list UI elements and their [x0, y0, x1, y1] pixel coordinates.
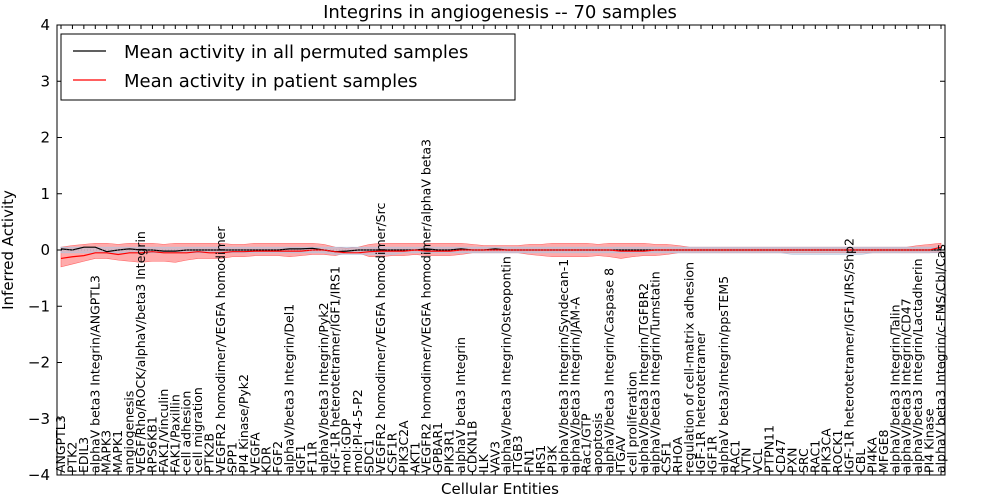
x-tick-label: VEGFA: [247, 432, 262, 473]
x-tick-label: VCL: [750, 449, 765, 473]
x-tick-label: alphaV/beta3 Integrin/Talin: [887, 305, 902, 474]
x-tick-label: alphaV/beta3 Integrin/Tumstatin: [647, 271, 662, 473]
x-tick-label: IGF-1R heterotetramer/IGF1/IRS/Shp2: [842, 238, 857, 473]
x-tick-label: ILK: [476, 453, 491, 473]
x-axis-label: Cellular Entities: [441, 480, 559, 498]
legend: Mean activity in all permuted samples Me…: [60, 33, 516, 101]
x-tick-label: AKT1: [407, 442, 422, 473]
x-tick-label: PIK3CA: [819, 428, 834, 473]
x-tick-label: PI3K: [544, 445, 559, 473]
y-tick-label: 1: [40, 185, 50, 203]
x-tick-label: alphaV beta3 Integrin: [453, 337, 468, 473]
x-tick-label: SPP1: [224, 442, 239, 473]
x-tick-label: MFGE8: [876, 429, 891, 473]
x-tick-label: regulation of cell-matrix adhesion: [682, 262, 697, 473]
x-tick-label: PTK2: [64, 442, 79, 473]
x-tick-label: SRC: [796, 448, 811, 473]
y-tick-label: −3: [28, 410, 50, 428]
x-tick-label: alphaV/beta3 Integrin/CD47: [899, 298, 914, 473]
legend-label-permuted: Mean activity in all permuted samples: [124, 42, 468, 63]
x-tick-label: cell migration: [190, 387, 205, 473]
x-tick-label: PTK2B: [202, 433, 217, 473]
x-tick-label: IRS1: [533, 445, 548, 473]
x-tick-label: FAK1/Vinculin: [156, 389, 171, 473]
x-tick-label: alphaV/beta3 Integrin/Caspase 8: [602, 268, 617, 473]
x-tick-label: SDC1: [362, 439, 377, 473]
x-tick-label: CSF1R: [384, 432, 399, 473]
y-tick-label: 0: [40, 241, 50, 259]
y-axis-label: Inferred Activity: [0, 190, 17, 310]
x-tick-label: CBL: [853, 449, 868, 473]
x-tick-label: IGF1: [293, 444, 308, 473]
x-tick-label: apoptosis: [590, 413, 605, 473]
x-tick-label: alphaV/beta3 Integrin/Osteopontin: [499, 256, 514, 473]
x-tick-label: alphaV/beta3 Integrin/TGFBR2: [636, 283, 651, 473]
y-tick-label: −1: [28, 297, 50, 315]
x-tick-label: alphaV/beta3 Integrin/Lactadherin: [910, 258, 925, 473]
y-tick-label: 2: [40, 129, 50, 147]
x-tick-label: ANGPTL3: [53, 415, 68, 473]
x-tick-label: PI4KA: [864, 437, 879, 473]
x-tick-label: alphaV beta3 Integrin/ANGPTL3: [87, 275, 102, 473]
x-tick-label: ITGAV: [613, 435, 628, 473]
x-tick-label: CD47: [773, 439, 788, 473]
x-tick-label: RAC1: [807, 440, 822, 473]
x-tick-label: cell adhesion: [179, 391, 194, 473]
x-tick-label: alphaV beta3 Integrin/c-FMS/Cbl/Cas: [933, 244, 948, 473]
x-tick-label: alphaV beta3/Integrin/ppsTEM5: [716, 276, 731, 473]
x-tick-label: FAK1/Paxillin: [167, 394, 182, 473]
x-tick-label: PI4 Kinase: [922, 408, 937, 473]
y-tick-label: 4: [40, 16, 50, 34]
y-tick-label: 3: [40, 72, 50, 90]
x-tick-label: GPBAR1: [430, 422, 445, 473]
x-tick-label: RHOA: [670, 436, 685, 473]
chart-title: Integrins in angiogenesis -- 70 samples: [323, 2, 677, 23]
x-tick-label: IGF-1R heterotetramer: [693, 330, 708, 473]
x-tick-label: VTN: [739, 447, 754, 473]
x-tick-label: PTPN11: [762, 425, 777, 473]
x-tick-label: FN1: [522, 449, 537, 474]
x-tick-label: CDKN1B: [464, 421, 479, 473]
x-tick-label: VEGFR2 homodimer/VEGFA homodimer/alphaV …: [419, 139, 434, 473]
x-tick-label: PIK3R1: [442, 429, 457, 473]
band-1: [60, 246, 942, 255]
x-tick-label: F11R: [304, 441, 319, 473]
x-tick-label: VEGF/Rho/ROCK/alphaV/beta3 Integrin: [133, 231, 148, 473]
legend-label-patient: Mean activity in patient samples: [124, 71, 418, 92]
x-tick-label: KDR: [259, 446, 274, 473]
x-tick-label: mol:PI-4-5-P2: [350, 389, 365, 473]
x-tick-label: MAPK3: [99, 430, 114, 473]
x-tick-label: PI4 Kinase/Pyk2: [236, 374, 251, 473]
x-tick-label: EDIL3: [76, 437, 91, 473]
x-tick-label: MAPK1: [110, 430, 125, 473]
x-tick-label: FGF2: [270, 441, 285, 473]
x-tick-label: CSF1: [659, 441, 674, 473]
x-tick-label: VEGFR2 homodimer/VEGFA homodimer: [213, 226, 228, 473]
x-tick-label: mol:GDP: [339, 418, 354, 473]
x-tick-label: RPS6KB1: [144, 416, 159, 473]
x-tick-label: alphaV/beta3 Integrin/Del1: [282, 304, 297, 473]
x-tick-label: alphaV/beta3 Integrin/Pyk2: [316, 302, 331, 473]
x-tick-label: IGF1R: [704, 435, 719, 473]
x-tick-label: PXN: [784, 448, 799, 473]
x-tick-label: angiogenesis: [122, 391, 137, 473]
x-tick-label: ROCK1: [830, 430, 845, 473]
x-tick-label: cell proliferation: [624, 371, 639, 473]
x-tick-label: VAV3: [487, 441, 502, 473]
x-tick-label: alphaV/beta3 Integrin/Syndecan-1: [556, 259, 571, 473]
y-tick-label: −2: [28, 354, 50, 372]
y-tick-label: −4: [28, 466, 50, 484]
legend-box: [60, 33, 516, 101]
x-tick-label: VEGFR2 homodimer/VEGFA homodimer/Src: [373, 203, 388, 473]
x-tick-label: RAC1: [727, 440, 742, 473]
x-tick-label: IGF-1R heterotetramer/IGF1/IRS1: [327, 266, 342, 473]
x-tick-label: alphaV/beta3 Integrin/JAM-A: [567, 297, 582, 473]
x-tick-label: ITGB3: [510, 435, 525, 473]
x-tick-label: Rac1/GTP: [579, 413, 594, 473]
x-tick-label: PIK3C2A: [396, 420, 411, 473]
